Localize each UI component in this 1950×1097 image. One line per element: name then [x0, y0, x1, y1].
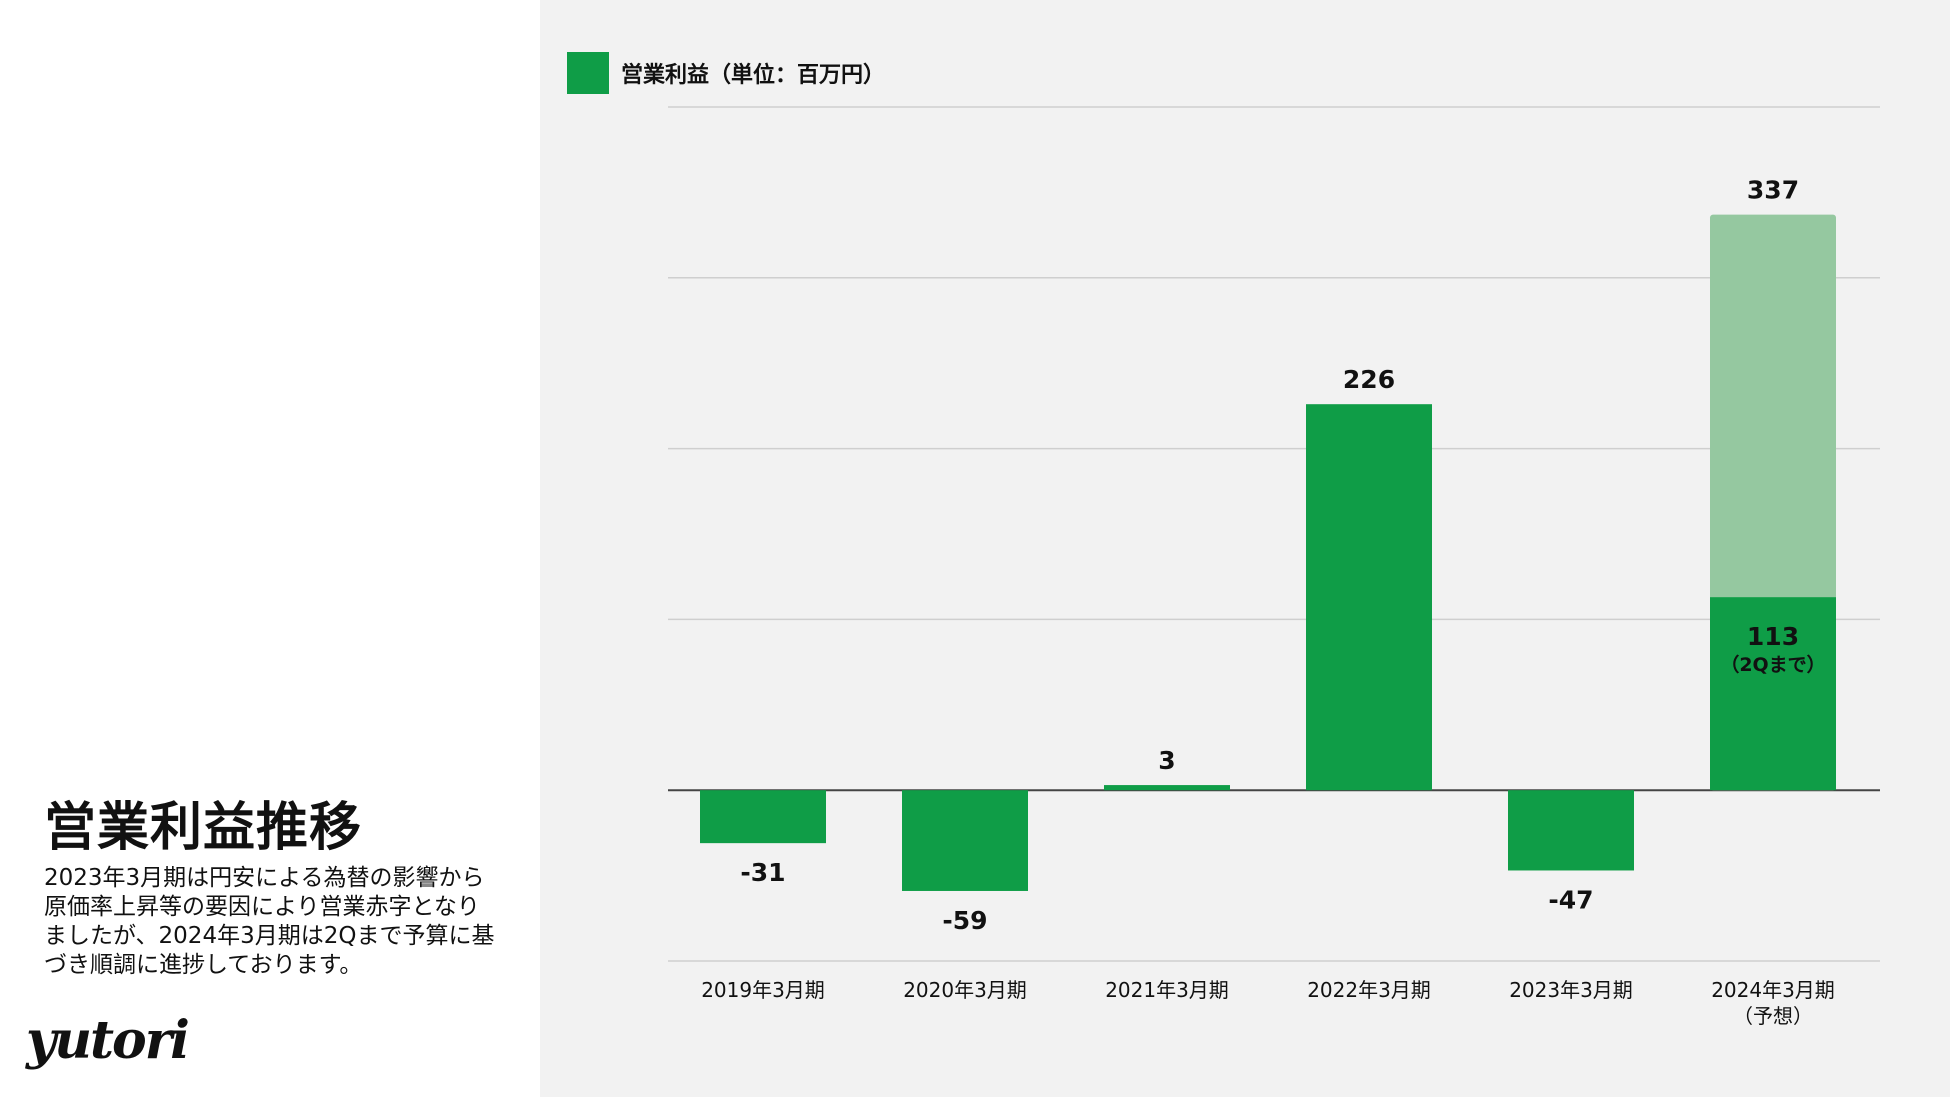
- description-line: 原価率上昇等の要因により営業赤字となり: [44, 894, 480, 920]
- bar-value-label: 3: [1158, 746, 1175, 775]
- legend-swatch: [567, 52, 609, 94]
- x-tick-sublabel: （予想）: [1733, 1004, 1813, 1028]
- x-tick-label: 2024年3月期: [1711, 978, 1835, 1002]
- x-tick-label: 2019年3月期: [701, 978, 825, 1002]
- bar-value-label: 337: [1747, 176, 1799, 205]
- bar: [700, 790, 826, 844]
- description-line: づき順調に進捗しております。: [44, 952, 363, 978]
- bar: [1508, 790, 1634, 871]
- description-line: 2023年3月期は円安による為替の影響から: [44, 865, 485, 891]
- x-tick-label: 2023年3月期: [1509, 978, 1633, 1002]
- legend-label: 営業利益（単位：百万円）: [621, 63, 886, 88]
- bar-value-label: -31: [740, 858, 785, 887]
- partial-value-label: 113: [1747, 622, 1799, 651]
- legend: 営業利益（単位：百万円）: [567, 52, 885, 94]
- x-tick-label: 2020年3月期: [903, 978, 1027, 1002]
- bar-partial: [1710, 597, 1836, 791]
- label-layer: -31 2019年3月期 -59 2020年3月期 3 2021年3月期 226 2022年3…: [701, 176, 1835, 1028]
- bar-value-label: -59: [942, 906, 987, 935]
- bar-value-label: -47: [1548, 885, 1593, 914]
- grid-layer: [668, 106, 1880, 962]
- x-tick-label: 2021年3月期: [1105, 978, 1229, 1002]
- bar-layer: [700, 214, 1836, 891]
- x-tick-label: 2022年3月期: [1307, 978, 1431, 1002]
- bar-value-label: 226: [1343, 365, 1395, 394]
- description-line: ましたが、2024年3月期は2Qまで予算に基: [44, 923, 495, 949]
- bar: [1104, 785, 1230, 791]
- bar: [1306, 404, 1432, 791]
- page-title: 営業利益推移: [44, 798, 363, 858]
- bar: [902, 790, 1028, 891]
- partial-sublabel: （2Qまで）: [1720, 653, 1825, 676]
- description: 2023年3月期は円安による為替の影響から 原価率上昇等の要因により営業赤字とな…: [44, 864, 524, 980]
- yutori-logo: yutori: [26, 1010, 190, 1071]
- left-panel: 営業利益推移 2023年3月期は円安による為替の影響から 原価率上昇等の要因によ…: [0, 0, 540, 1097]
